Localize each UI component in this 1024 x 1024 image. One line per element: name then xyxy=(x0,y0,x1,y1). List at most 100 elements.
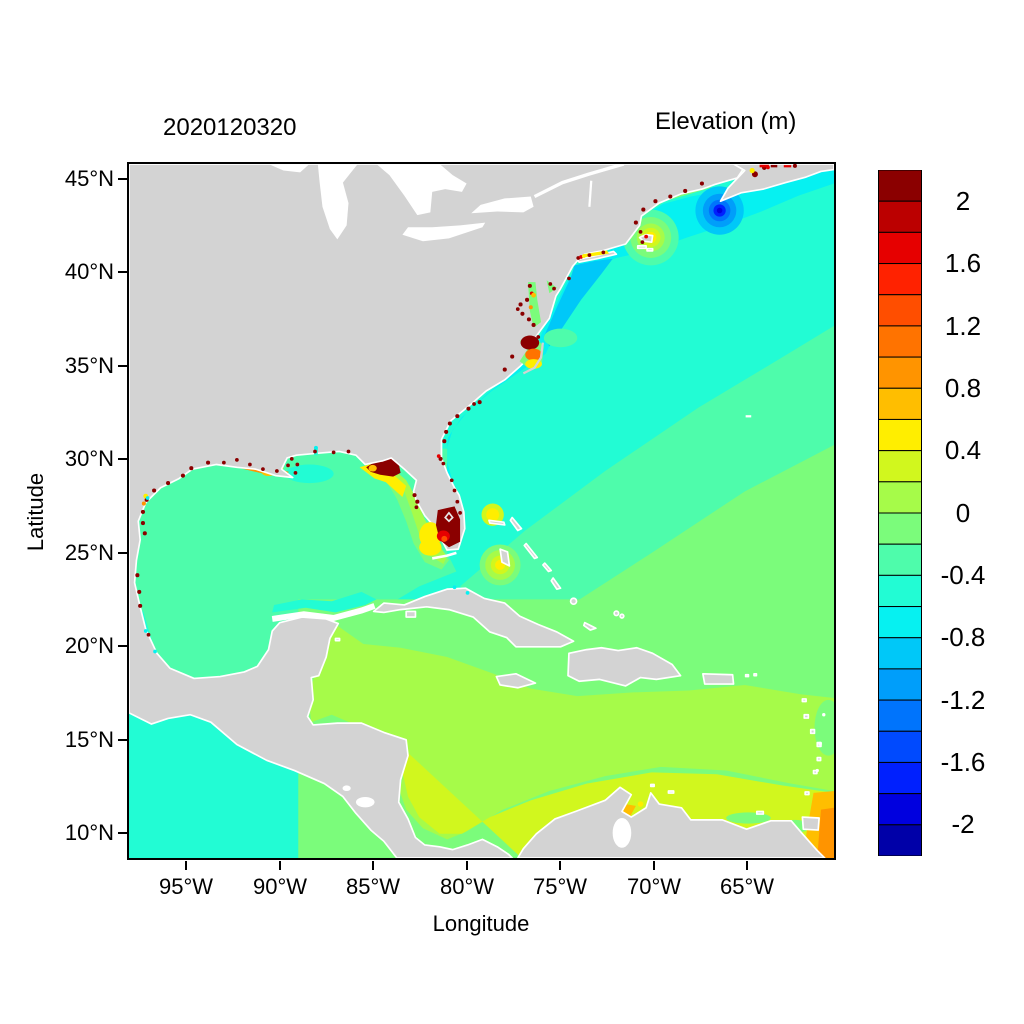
colorbar-title: Elevation (m) xyxy=(655,108,797,135)
colorbar-cell xyxy=(878,793,922,826)
margarita xyxy=(755,810,765,815)
lake-superior-edge xyxy=(268,164,310,173)
colorbar-tick-label: -1.6 xyxy=(940,747,986,777)
colorbar-cell xyxy=(878,699,922,732)
south-florida-high-cells xyxy=(419,506,461,560)
hispaniola-land xyxy=(567,646,682,687)
x-tick xyxy=(466,861,468,870)
map-plot-frame xyxy=(127,162,836,860)
st-lawrence-river xyxy=(533,164,625,199)
andros xyxy=(499,548,511,567)
ocean-atlantic-light-green-band xyxy=(562,444,834,611)
y-tick xyxy=(118,645,127,647)
y-tick-label: 30°N xyxy=(64,446,114,471)
ocean-ny-bight-blue xyxy=(543,258,613,347)
colorbar-cell xyxy=(878,231,922,265)
colorbar-cell xyxy=(878,481,922,514)
lake-managua xyxy=(342,785,351,792)
bahamas-bank-highs xyxy=(479,503,521,586)
colorbar-cell xyxy=(878,169,922,202)
outer-banks-barrier xyxy=(522,342,544,375)
colorbar-cell xyxy=(878,668,922,701)
colorbar-cell xyxy=(878,637,922,670)
lake-huron xyxy=(376,164,467,216)
x-tick-label: 90°W xyxy=(252,874,308,899)
x-tick-label: 65°W xyxy=(719,874,775,899)
y-tick xyxy=(118,365,127,367)
abaco xyxy=(509,516,523,532)
colorbar-tick-label: -0.4 xyxy=(940,560,986,590)
colorbar-cell xyxy=(878,387,922,420)
coastal-speckles-darkred xyxy=(135,164,797,637)
x-tick-label: 75°W xyxy=(532,874,588,899)
y-tick xyxy=(118,739,127,741)
cuba-land xyxy=(372,587,575,648)
lesser-antilles-islands xyxy=(649,672,822,815)
eleuthera xyxy=(523,542,539,560)
long-island-land xyxy=(576,250,618,264)
x-tick xyxy=(185,861,187,870)
colorbar-tick-label: 1.2 xyxy=(944,311,982,341)
x-tick xyxy=(746,861,748,870)
jamaica-land xyxy=(495,672,537,689)
x-tick-label: 95°W xyxy=(158,874,214,899)
colorbar-tick-label: 1.6 xyxy=(944,248,982,278)
y-tick xyxy=(118,178,127,180)
x-tick-label: 70°W xyxy=(626,874,682,899)
puerto-rico-land xyxy=(702,672,735,685)
plot-title-date: 2020120320 xyxy=(163,114,297,141)
hatteras-green-patch xyxy=(543,328,578,348)
nova-scotia-low-rings xyxy=(695,186,744,235)
x-tick-label: 80°W xyxy=(439,874,495,899)
y-tick xyxy=(118,832,127,834)
colorbar-cell xyxy=(878,730,922,763)
y-axis-label: Latitude xyxy=(23,472,48,552)
nova-scotia-land xyxy=(719,164,834,203)
albemarle-high-cell xyxy=(520,335,540,350)
trinidad xyxy=(801,816,820,831)
colorbar-cell xyxy=(878,761,922,795)
x-tick xyxy=(559,861,561,870)
colorbar-tick-label: -2 xyxy=(951,809,975,839)
colorbar-cells xyxy=(878,169,922,857)
y-tick-label: 15°N xyxy=(64,727,114,752)
y-tick-label: 20°N xyxy=(64,633,114,658)
lake-ontario xyxy=(471,196,534,214)
lake-nicaragua xyxy=(355,796,375,808)
colorbar-tick-label: -1.2 xyxy=(940,685,986,715)
great-lakes-group xyxy=(268,164,752,848)
colorbar-tick-label: 2 xyxy=(955,186,971,216)
cozumel xyxy=(334,637,341,642)
y-tick-label: 45°N xyxy=(64,166,114,191)
x-axis-label: Longitude xyxy=(432,911,530,936)
cat-island xyxy=(542,562,553,573)
curacao xyxy=(667,790,675,794)
x-tick xyxy=(279,861,281,870)
colorbar-tick-label: 0.4 xyxy=(944,435,982,465)
colorbar-cell xyxy=(878,200,922,233)
colorbar-cell xyxy=(878,574,922,608)
ocean-gulf-green xyxy=(129,448,457,684)
colorbar-cell xyxy=(878,824,922,857)
yucatan-coast-white-strip xyxy=(271,603,376,622)
y-tick xyxy=(118,271,127,273)
colorbar-cell xyxy=(878,543,922,576)
y-tick-label: 25°N xyxy=(64,540,114,565)
y-tick-label: 10°N xyxy=(64,820,114,845)
pamlico-orange-cell xyxy=(525,348,542,361)
lake-champlain xyxy=(588,180,593,207)
mississippi-bight-turquoise xyxy=(285,464,334,484)
colorbar-cell xyxy=(878,356,922,389)
colorbar-tick-label: 0 xyxy=(955,498,971,528)
isla-juventud xyxy=(405,610,417,618)
florida-keys-arc xyxy=(431,551,457,560)
aruba xyxy=(649,783,655,788)
colorbar-cell xyxy=(878,294,922,327)
y-tick-label: 40°N xyxy=(64,259,114,284)
lake-maracaibo xyxy=(612,817,632,848)
y-tick xyxy=(118,552,127,554)
colorbar-tick-label: -0.8 xyxy=(940,622,986,652)
colorbar-cell xyxy=(878,418,922,452)
colorbar xyxy=(878,169,922,857)
x-tick-label: 85°W xyxy=(345,874,401,899)
